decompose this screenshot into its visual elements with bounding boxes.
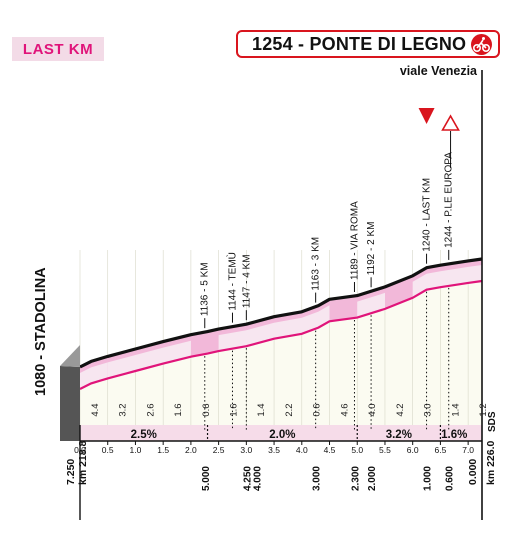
segment-gradient-label: 4.6 <box>339 403 350 416</box>
x-tick-label: 0.5 <box>102 445 114 455</box>
landmark-km-to-go: 4.250 <box>242 466 253 491</box>
landmark-label: 1147 - 4 KM <box>241 254 252 308</box>
profile-base-fill <box>80 281 482 425</box>
segment-gradient-label: 1.6 <box>228 403 239 416</box>
segment-gradient-label: 0.6 <box>312 403 323 416</box>
segment-gradient-label: 4.2 <box>395 403 406 416</box>
landmark-label: 1192 - 2 KM <box>366 222 377 276</box>
landmark-label: 1244 - P.LE EUROPA <box>444 152 455 248</box>
segment-gradient-label: 1.2 <box>478 403 489 416</box>
landmark-label: 1163 - 3 KM <box>311 237 322 291</box>
landmark-label: 1240 - LAST KM <box>422 178 433 252</box>
finish-street: viale Venezia <box>399 64 477 78</box>
section-gradient-band <box>80 425 482 441</box>
finish-title: 1254 - PONTE DI LEGNO <box>252 33 467 54</box>
x-tick-label: 6.0 <box>407 445 419 455</box>
profile-crest-line <box>79 257 483 369</box>
segment-gradient-label: 1.4 <box>256 403 267 416</box>
profile-gradient-shade <box>218 305 330 352</box>
landmark-km-to-go: 2.300 <box>350 466 361 491</box>
last-km-badge-label: LAST KM <box>22 40 94 58</box>
end-km: km 226.0 <box>485 440 497 485</box>
profile-road-line <box>79 279 483 390</box>
section-average-label: 2.5% <box>131 429 157 441</box>
x-tick-label: 3.5 <box>268 445 280 455</box>
segment-gradient-label: 4.0 <box>367 403 378 416</box>
x-tick-label: 6.5 <box>434 445 446 455</box>
segment-gradient-label: 3.2 <box>118 403 129 416</box>
x-tick-label: 4.0 <box>296 445 308 455</box>
segment-gradient-label: 2.2 <box>284 403 295 416</box>
landmark-label: 1189 - VIA ROMA <box>349 201 360 280</box>
landmark-km-to-go: 1.000 <box>423 466 434 491</box>
end-km-to-go: 0.000 <box>467 459 479 485</box>
section-average-label: 1.6% <box>441 429 467 441</box>
start-km: km 218.8 <box>77 440 89 485</box>
landmark-km-to-go: 0.600 <box>445 466 456 491</box>
segment-gradient-label: 1.6 <box>173 403 184 416</box>
segment-gradient-label: 1.4 <box>450 403 461 416</box>
x-tick-label: 1.5 <box>157 445 169 455</box>
cyclist-finish-icon <box>471 34 492 55</box>
x-tick-label: 3.0 <box>240 445 252 455</box>
landmark-km-to-go: 5.000 <box>201 466 212 491</box>
sds-label: SDS <box>487 411 498 432</box>
x-tick-label: 5.0 <box>351 445 363 455</box>
profile-gradient-shade <box>357 292 385 318</box>
x-tick-label: 1.0 <box>130 445 142 455</box>
last-km-flag-icon <box>418 108 435 124</box>
x-tick-label: 0.0 <box>74 445 86 455</box>
finish-title-box: 1254 - PONTE DI LEGNO <box>236 30 500 58</box>
x-tick-label: 5.5 <box>379 445 391 455</box>
landmark-label: 1136 - 5 KM <box>200 262 211 316</box>
profile-gradient-shade <box>80 362 108 389</box>
x-tick-label: 2.5 <box>213 445 225 455</box>
segment-gradient-label: 4.4 <box>90 403 101 416</box>
section-average-label: 3.2% <box>386 429 412 441</box>
profile-gradient-shade <box>107 340 191 379</box>
landmark-km-to-go: 3.000 <box>312 466 323 491</box>
warning-sign-icon <box>441 114 460 131</box>
section-average-label: 2.0% <box>269 429 295 441</box>
landmark-km-to-go: 4.000 <box>252 466 263 491</box>
segment-gradient-label: 2.6 <box>145 403 156 416</box>
landmark-km-to-go: 2.000 <box>367 466 378 491</box>
x-tick-label: 7.0 <box>462 445 474 455</box>
profile-gradient-shade <box>412 265 482 298</box>
start-km-to-go: 7.250 <box>65 459 77 485</box>
start-label: 1080 - STADOLINA <box>33 267 49 396</box>
landmark-label: 1144 - TEMÙ <box>225 252 238 311</box>
segment-gradient-label: 3.0 <box>423 403 434 416</box>
start-wedge-top <box>60 345 80 367</box>
x-tick-label: 2.0 <box>185 445 197 455</box>
last-km-badge: LAST KM <box>12 37 104 61</box>
x-tick-label: 4.5 <box>324 445 336 455</box>
start-wedge <box>60 366 80 441</box>
segment-gradient-label: 0.6 <box>201 403 212 416</box>
